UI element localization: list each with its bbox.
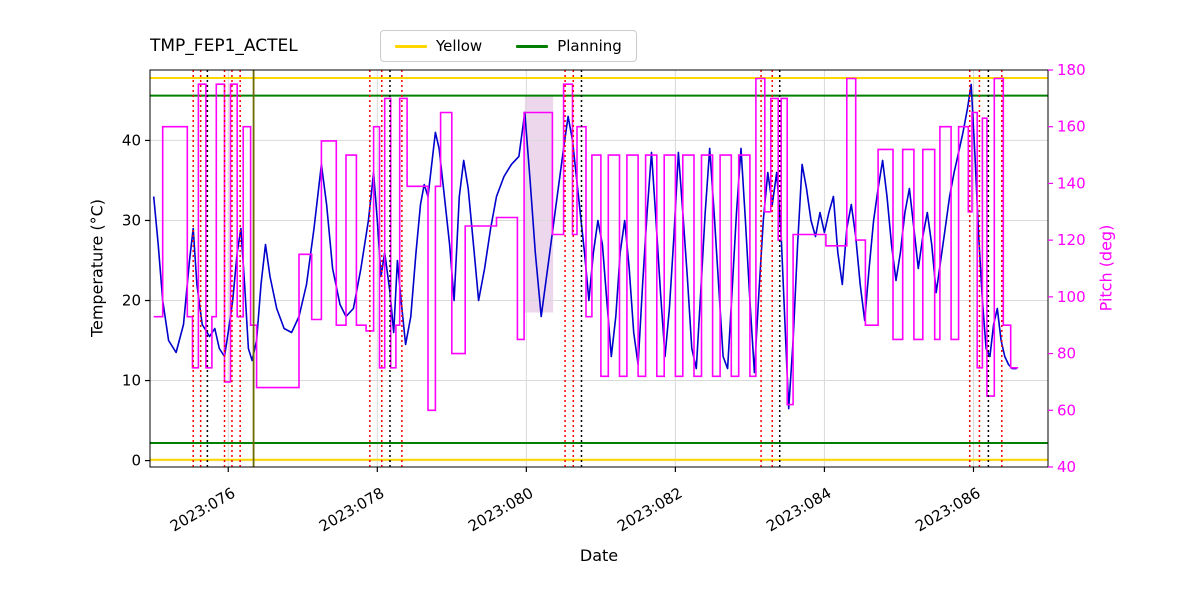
x-tick-label: 2023:084 bbox=[763, 484, 834, 536]
left-y-axis-label: Temperature (°C) bbox=[87, 198, 107, 338]
legend-item-planning: Planning bbox=[516, 37, 622, 55]
x-axis-label: Date bbox=[579, 546, 619, 565]
chart-title: TMP_FEP1_ACTEL bbox=[150, 36, 298, 56]
left-tick-label: 10 bbox=[122, 372, 141, 390]
legend-label-planning: Planning bbox=[557, 37, 622, 55]
x-tick-label: 2023:086 bbox=[912, 484, 983, 536]
legend-label-yellow: Yellow bbox=[436, 37, 483, 55]
x-tick-label: 2023:080 bbox=[465, 484, 536, 536]
yellow-limit-swatch bbox=[395, 44, 427, 48]
x-tick-label: 2023:082 bbox=[614, 484, 685, 536]
plot-border bbox=[149, 69, 1049, 468]
series-pitch bbox=[153, 77, 1019, 412]
left-tick-label: 30 bbox=[122, 211, 141, 229]
right-tick-label: 140 bbox=[1057, 174, 1086, 192]
legend: Yellow Planning bbox=[380, 30, 637, 62]
left-tick-label: 20 bbox=[122, 292, 141, 310]
right-tick-label: 180 bbox=[1057, 61, 1086, 79]
planning-limit-swatch bbox=[516, 44, 549, 48]
right-y-axis-label: Pitch (deg) bbox=[1096, 224, 1116, 312]
left-tick-label: 0 bbox=[131, 452, 141, 470]
right-tick-label: 40 bbox=[1057, 458, 1076, 476]
x-tick-label: 2023:076 bbox=[167, 484, 238, 536]
right-tick-label: 60 bbox=[1057, 401, 1076, 419]
left-tick-label: 40 bbox=[122, 131, 141, 149]
right-tick-label: 100 bbox=[1057, 288, 1086, 306]
right-tick-label: 120 bbox=[1057, 231, 1086, 249]
legend-item-yellow: Yellow bbox=[395, 37, 482, 55]
right-tick-label: 80 bbox=[1057, 345, 1076, 363]
shaded-region bbox=[524, 95, 554, 313]
x-tick-label: 2023:078 bbox=[316, 484, 387, 536]
right-tick-label: 160 bbox=[1057, 118, 1086, 136]
